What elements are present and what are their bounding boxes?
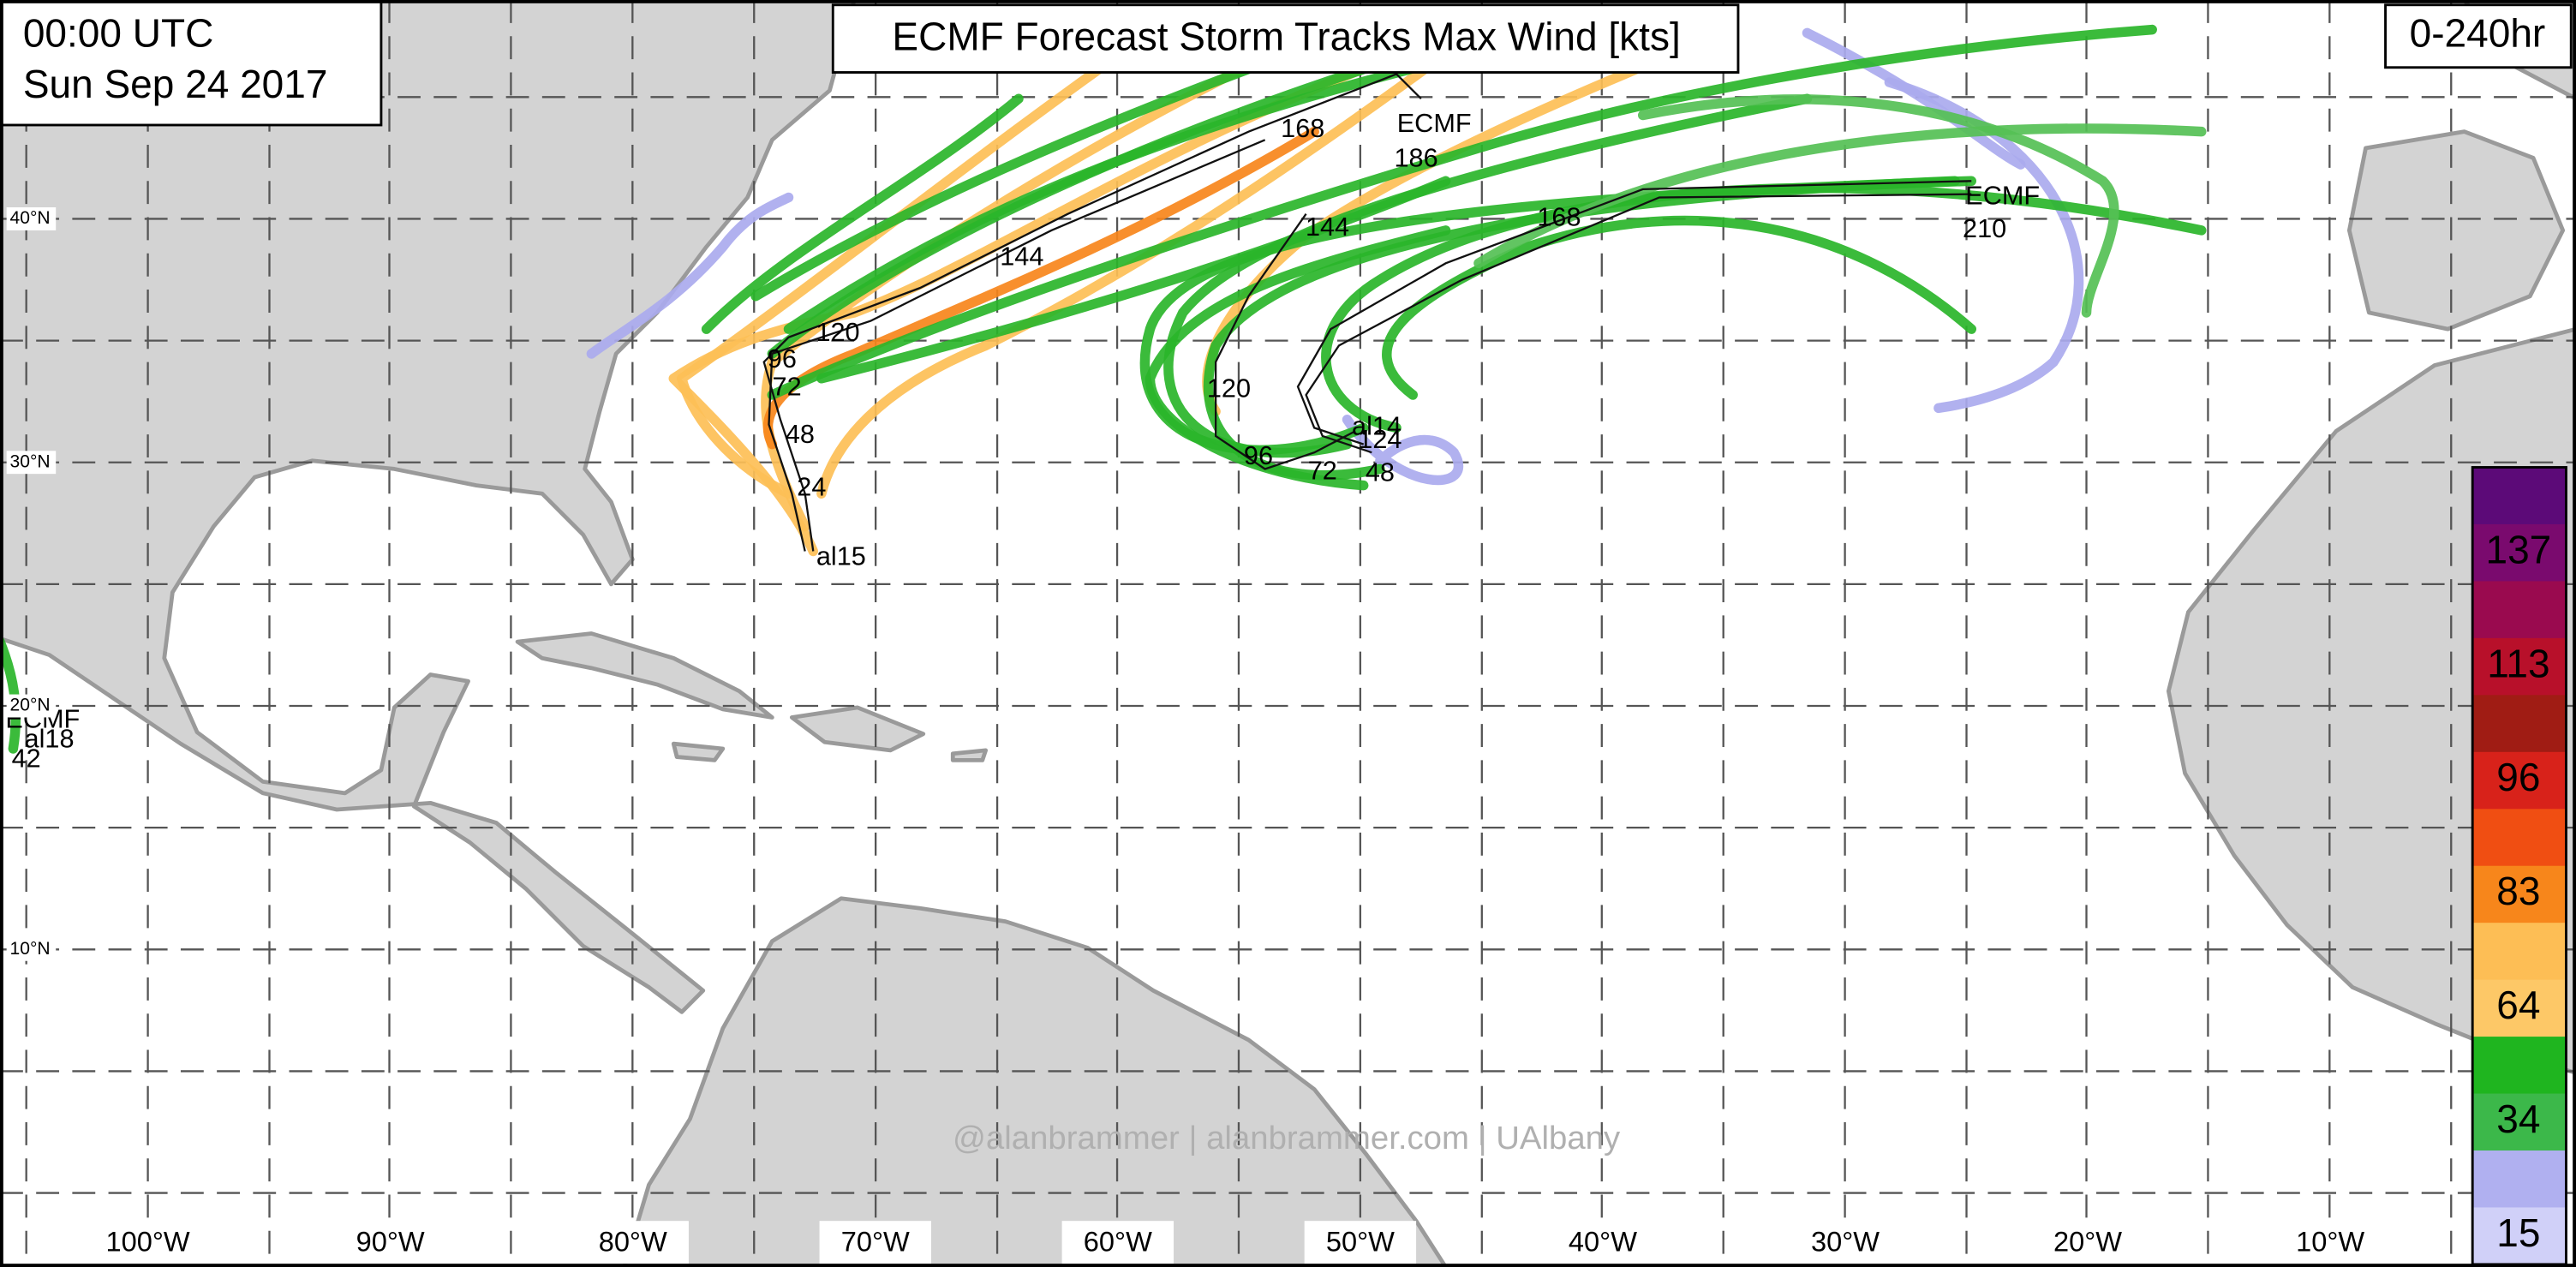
time: 00:00 UTC bbox=[23, 10, 213, 55]
legend-swatch bbox=[2472, 1037, 2567, 1095]
track-label: 120 bbox=[1207, 373, 1251, 403]
title-box bbox=[831, 3, 1740, 74]
legend-level: 113 bbox=[2487, 641, 2549, 685]
legend-level: 83 bbox=[2496, 869, 2540, 913]
lat-label-box bbox=[6, 207, 57, 230]
legend-swatch bbox=[2472, 467, 2567, 525]
lat-label-box bbox=[6, 937, 57, 961]
legend-swatch bbox=[2472, 1207, 2567, 1265]
legend-swatch bbox=[2472, 809, 2567, 867]
time-box bbox=[0, 0, 383, 127]
track-label: al14 bbox=[1352, 410, 1402, 440]
lon-label: 20°W bbox=[2053, 1226, 2122, 1258]
legend-swatch bbox=[2472, 637, 2567, 696]
legend-level: 96 bbox=[2496, 755, 2540, 799]
legend-swatch bbox=[2472, 1093, 2567, 1151]
lat-label-box bbox=[6, 694, 57, 718]
lon-label-box bbox=[1304, 1221, 1417, 1264]
lat-label-box bbox=[6, 451, 57, 475]
track-label: 168 bbox=[1537, 202, 1581, 232]
title: ECMF Forecast Storm Tracks Max Wind [kts… bbox=[892, 14, 1680, 58]
lon-label: 70°W bbox=[841, 1226, 910, 1258]
legend-swatch bbox=[2472, 695, 2567, 753]
lon-label-box bbox=[2031, 1221, 2144, 1264]
track-label: 120 bbox=[816, 317, 859, 347]
track-label: ECMF bbox=[1397, 108, 1472, 138]
track-label: 72 bbox=[1308, 455, 1337, 485]
track-label: 72 bbox=[773, 371, 802, 401]
lon-label: 100°W bbox=[106, 1226, 190, 1258]
legend-swatch bbox=[2472, 1150, 2567, 1209]
legend-level: 34 bbox=[2496, 1097, 2540, 1141]
lon-label-box bbox=[92, 1221, 204, 1264]
legend-level: 15 bbox=[2496, 1210, 2540, 1255]
legend: 137 113 96 83 64 34 15 bbox=[2471, 466, 2567, 1266]
track-label: 210 bbox=[1963, 213, 2006, 243]
legend-swatch bbox=[2472, 923, 2567, 981]
watermark: @alanbrammer | alanbrammer.com | UAlbany bbox=[953, 1120, 1621, 1156]
lat-label: 30°N bbox=[10, 451, 51, 471]
lon-label: 80°W bbox=[599, 1226, 667, 1258]
legend-swatch bbox=[2472, 581, 2567, 639]
track-label: 48 bbox=[786, 419, 815, 449]
lon-label-box bbox=[334, 1221, 446, 1264]
lon-label-box bbox=[1789, 1221, 1902, 1264]
lat-label: 20°N bbox=[10, 696, 51, 715]
track-label: 96 bbox=[1244, 440, 1273, 470]
legend-level: 137 bbox=[2485, 527, 2551, 571]
lon-label: 40°W bbox=[1569, 1226, 1637, 1258]
lon-label-box bbox=[577, 1221, 689, 1264]
lon-label-box bbox=[1061, 1221, 1174, 1264]
track-label: ECMF bbox=[1965, 181, 2040, 211]
track-label: al18 bbox=[25, 723, 75, 753]
lon-label: 60°W bbox=[1084, 1226, 1152, 1258]
track-label: 48 bbox=[1366, 457, 1395, 487]
lat-label: 10°N bbox=[10, 939, 51, 959]
lat-label: 40°N bbox=[10, 208, 51, 228]
legend-swatch bbox=[2472, 751, 2567, 810]
lon-label-box bbox=[819, 1221, 931, 1264]
date: Sun Sep 24 2017 bbox=[23, 62, 328, 106]
track-label: 96 bbox=[768, 344, 797, 374]
lon-label-box bbox=[2274, 1221, 2387, 1264]
track-label: 144 bbox=[1306, 212, 1349, 242]
track-label: 24 bbox=[797, 472, 826, 502]
track-label: 42 bbox=[12, 743, 41, 773]
track-label: 144 bbox=[1000, 242, 1043, 272]
lon-label: 30°W bbox=[1811, 1226, 1880, 1258]
legend-swatch bbox=[2472, 865, 2567, 924]
track-label: 168 bbox=[1281, 113, 1324, 143]
lon-label: 50°W bbox=[1326, 1226, 1395, 1258]
storm-tracks bbox=[0, 11, 2207, 754]
legend-swatch bbox=[2472, 979, 2567, 1038]
header: 00:00 UTC Sun Sep 24 2017 ECMF Forecast … bbox=[0, 0, 2573, 127]
graticule-labels: 40°N 30°N 20°N 10°N 100°W 90°W 80°W 70°W 60°W 50°… bbox=[6, 207, 2387, 1264]
range: 0-240hr bbox=[2410, 10, 2546, 55]
lon-label: 90°W bbox=[356, 1226, 425, 1258]
legend-level: 64 bbox=[2496, 983, 2540, 1027]
track-label: al15 bbox=[816, 541, 866, 571]
lon-label-box bbox=[1546, 1221, 1659, 1264]
lon-label: 10°W bbox=[2296, 1226, 2364, 1258]
track-label: 124 bbox=[1358, 424, 1402, 454]
range-box bbox=[2384, 3, 2573, 69]
legend-swatch bbox=[2472, 523, 2567, 583]
track-label: 186 bbox=[1395, 142, 1438, 172]
